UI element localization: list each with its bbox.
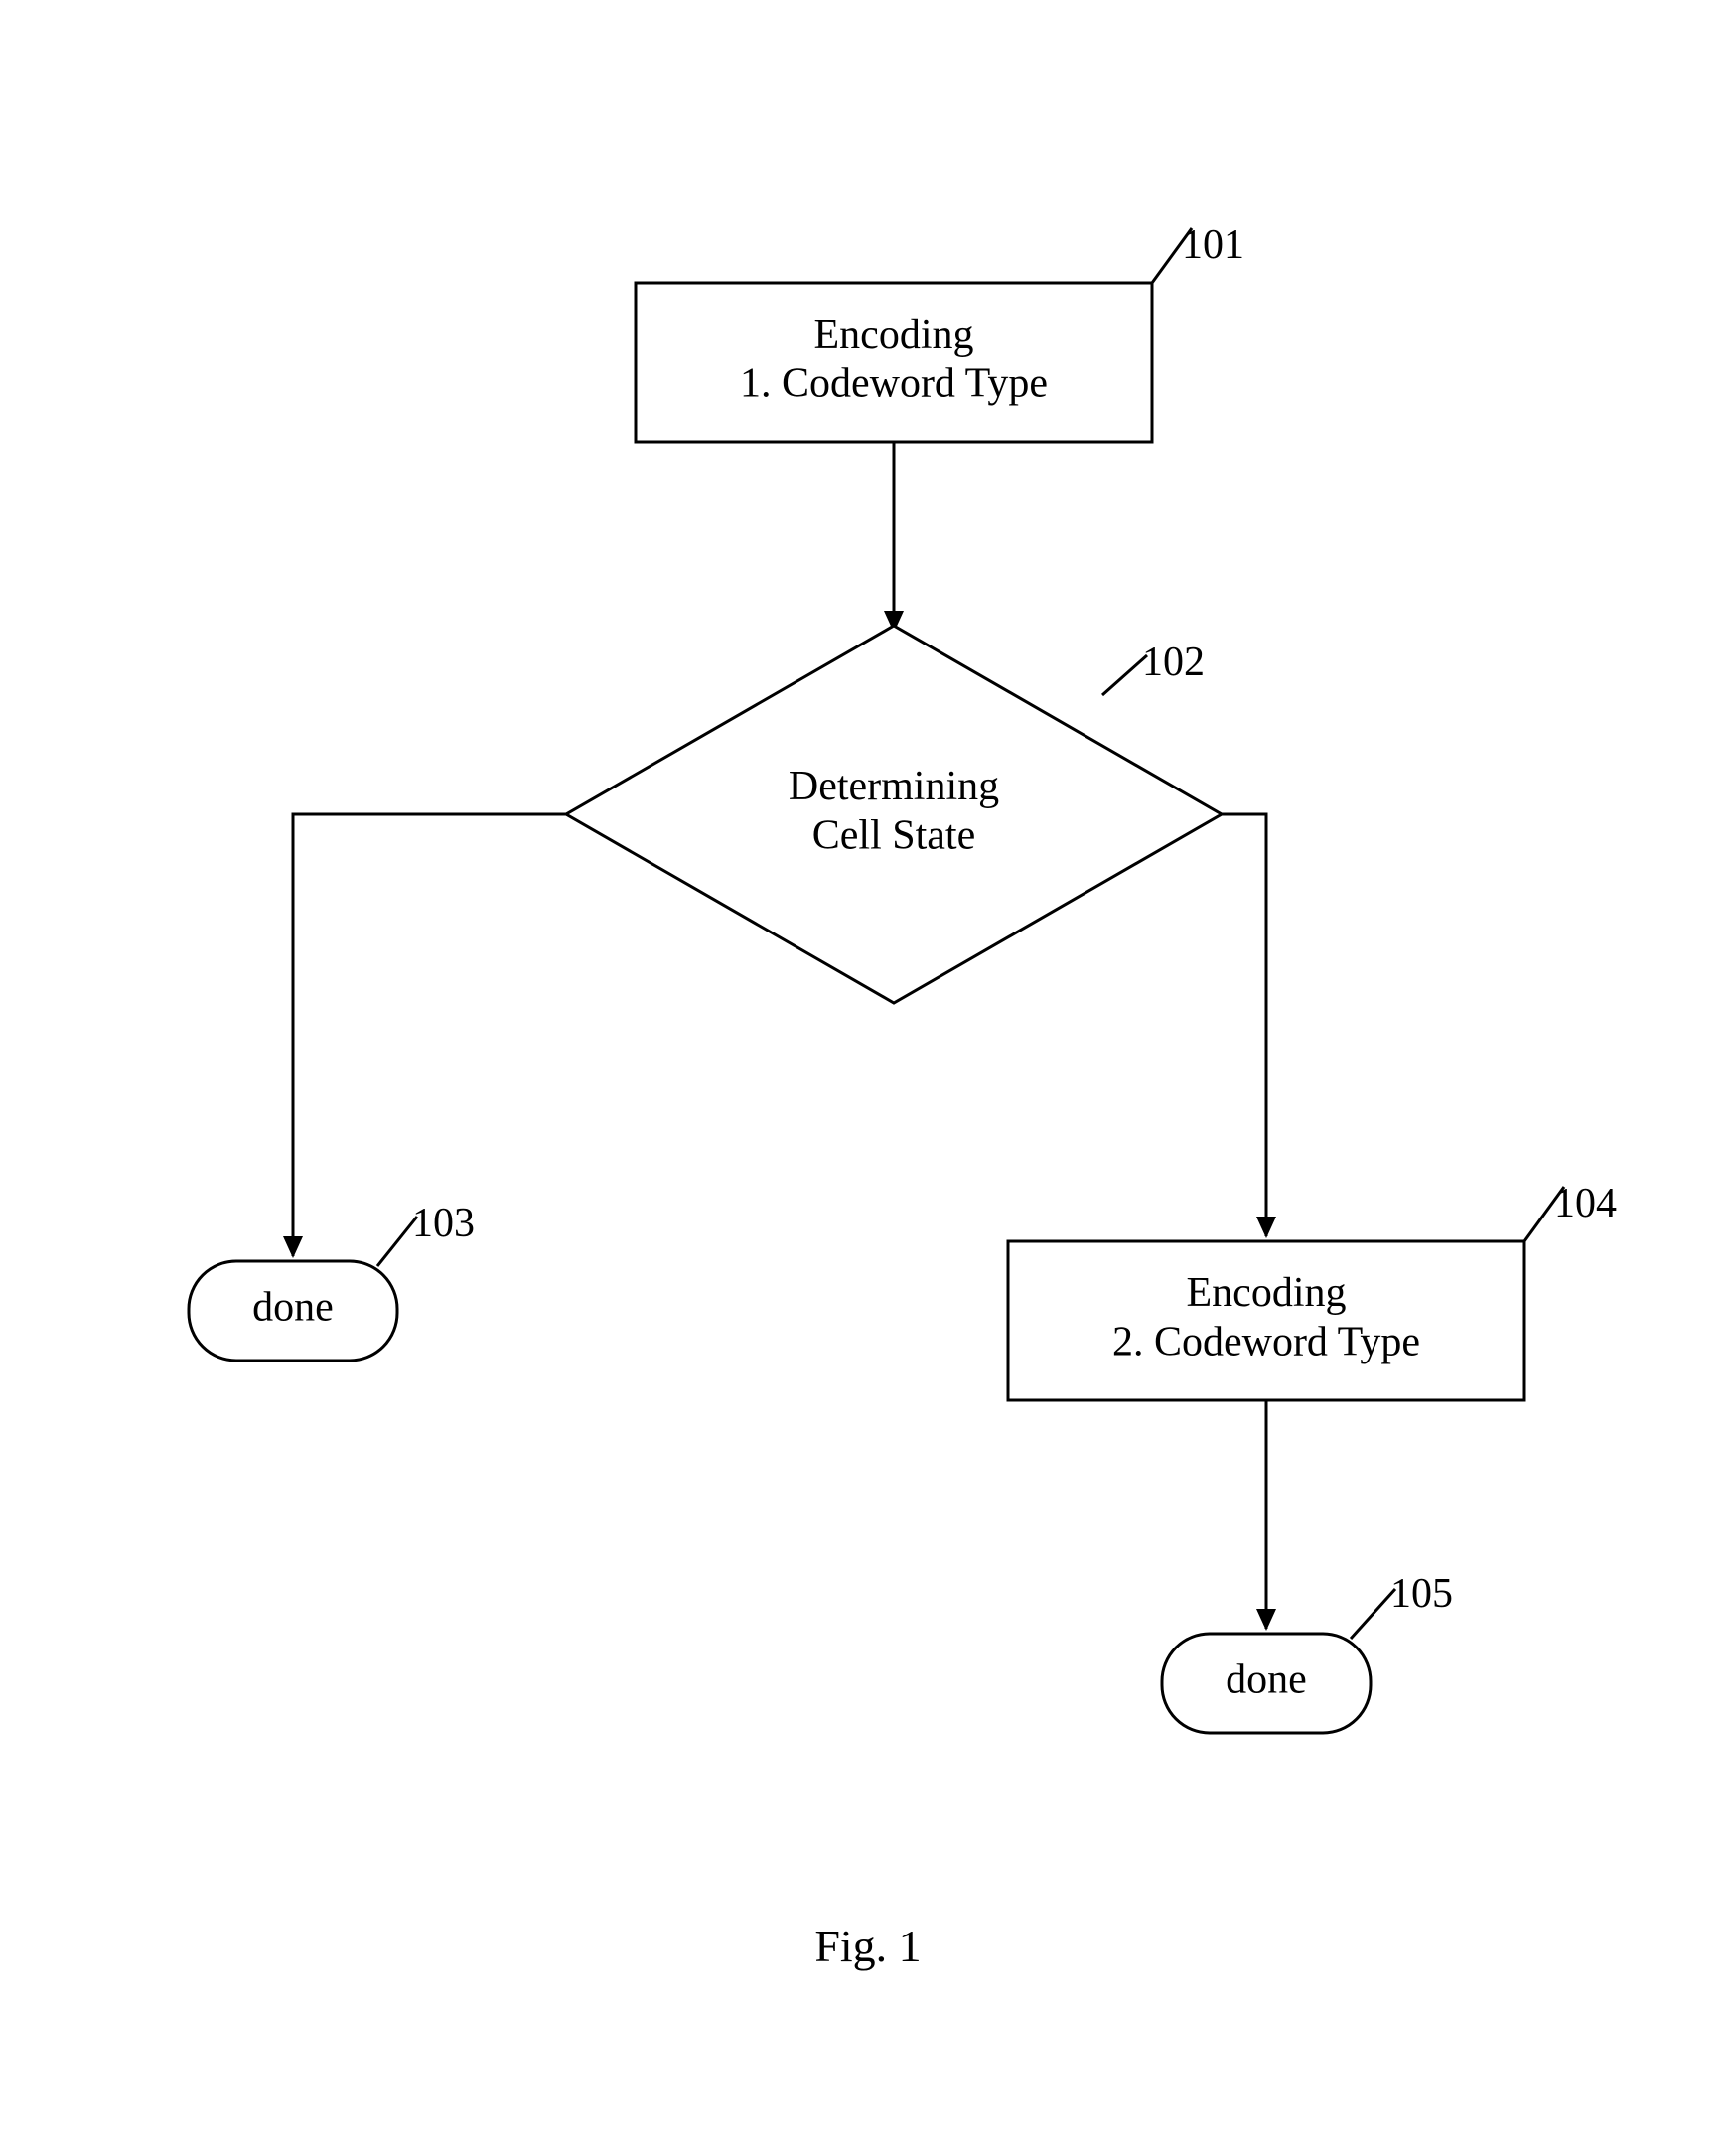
node-102-label-line-0: Determining (789, 764, 999, 809)
node-105-label-line-0: done (1226, 1657, 1307, 1703)
edge-n102-n104 (1217, 814, 1266, 1236)
node-104-label-line-1: 2. Codeword Type (1112, 1319, 1420, 1364)
node-101-label-line-0: Encoding (814, 312, 974, 358)
nodes: Encoding1. Codeword Type101DeterminingCe… (189, 222, 1617, 1733)
ref-leader-102 (1102, 655, 1147, 695)
ref-label-101: 101 (1182, 222, 1244, 268)
node-103-label-line-0: done (252, 1285, 334, 1331)
edges (293, 442, 1266, 1629)
node-103: done 103 (189, 1201, 475, 1361)
node-101-label-line-1: 1. Codeword Type (740, 360, 1048, 406)
node-104: Encoding2. Codeword Type 104 (1008, 1181, 1617, 1400)
edge-n102-n103 (293, 814, 571, 1256)
node-102: DeterminingCell State 102 (566, 626, 1222, 1003)
node-105: done 105 (1162, 1571, 1453, 1733)
flowchart-figure: Encoding1. Codeword Type101DeterminingCe… (0, 0, 1736, 2150)
ref-label-104: 104 (1554, 1181, 1617, 1226)
ref-leader-105 (1351, 1589, 1395, 1639)
ref-leader-103 (377, 1217, 417, 1266)
figure-caption: Fig. 1 (814, 1921, 921, 1971)
ref-label-105: 105 (1390, 1571, 1453, 1617)
ref-label-103: 103 (412, 1201, 475, 1246)
ref-label-102: 102 (1142, 640, 1205, 685)
node-104-label-line-0: Encoding (1187, 1270, 1347, 1316)
node-101: Encoding1. Codeword Type 101 (636, 222, 1244, 442)
node-102-label-line-1: Cell State (812, 812, 975, 858)
